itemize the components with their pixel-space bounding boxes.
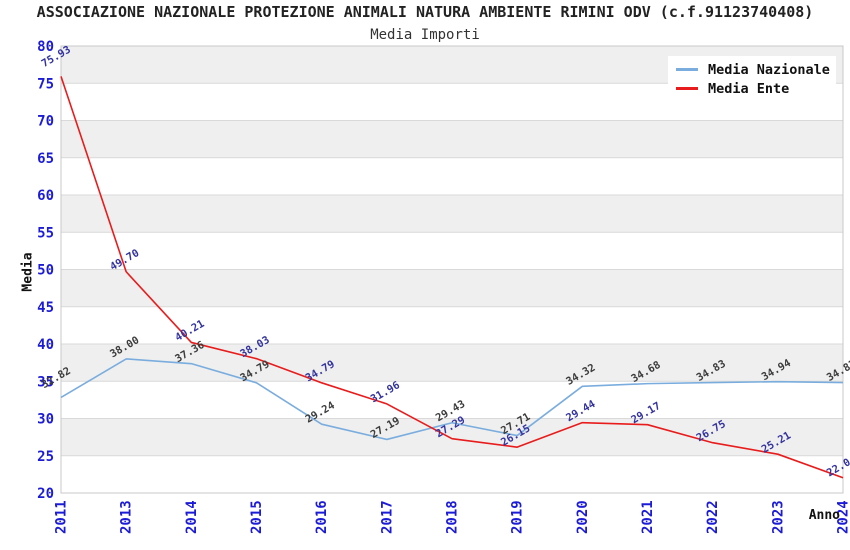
media-nazionale-line-swatch-icon xyxy=(676,68,698,71)
plot-border xyxy=(60,45,844,494)
series-line-media-nazionale xyxy=(60,358,844,441)
x-tick-label: 2024 xyxy=(836,500,850,534)
chart-title: ASSOCIAZIONE NAZIONALE PROTEZIONE ANIMAL… xyxy=(36,3,814,21)
y-tick-label: 55 xyxy=(37,225,54,241)
grid-band xyxy=(61,120,843,158)
y-tick-label: 45 xyxy=(37,300,54,316)
y-tick-label: 70 xyxy=(37,114,54,130)
x-tick-label: 2021 xyxy=(640,500,656,534)
x-tick-label: 2015 xyxy=(249,500,265,534)
y-tick-label: 25 xyxy=(37,449,54,465)
y-tick-label: 20 xyxy=(37,486,54,502)
x-tick-label: 2017 xyxy=(379,500,395,534)
legend: Media Nazionale Media Ente xyxy=(668,56,836,100)
y-tick-label: 60 xyxy=(37,188,54,204)
x-tick-label: 2011 xyxy=(54,500,70,534)
x-tick-label: 2016 xyxy=(314,500,330,534)
y-tick-label: 30 xyxy=(37,412,54,428)
x-tick-label: 2019 xyxy=(510,500,526,534)
y-tick-label: 65 xyxy=(37,151,54,167)
x-tick-label: 2014 xyxy=(184,500,200,534)
grid-band xyxy=(61,195,843,233)
x-tick-label: 2018 xyxy=(445,500,461,534)
legend-item-media-nazionale: Media Nazionale xyxy=(676,60,836,79)
y-tick-label: 50 xyxy=(37,263,54,279)
y-tick-label: 75 xyxy=(37,76,54,92)
series-line-media-ente xyxy=(60,76,844,479)
y-tick-label: 35 xyxy=(37,374,54,390)
value-label: 31.96 xyxy=(369,379,402,405)
grid-band xyxy=(61,344,843,382)
grid-band xyxy=(61,418,843,456)
x-axis-title: Anno xyxy=(808,508,840,523)
value-label: 22.04 xyxy=(825,453,850,479)
x-tick-label: 2020 xyxy=(575,500,591,534)
legend-item-media-ente: Media Ente xyxy=(676,79,836,98)
value-label: 32.82 xyxy=(40,365,73,391)
legend-label: Media Nazionale xyxy=(708,61,830,78)
y-tick-label: 80 xyxy=(37,39,54,55)
legend-label: Media Ente xyxy=(708,80,790,97)
x-tick-label: 2023 xyxy=(770,500,786,534)
x-tick-label: 2022 xyxy=(705,500,721,534)
y-tick-label: 40 xyxy=(37,337,54,353)
grid-band xyxy=(61,269,843,307)
x-tick-label: 2013 xyxy=(119,500,135,534)
media-ente-line-swatch-icon xyxy=(676,87,698,90)
chart-subtitle: Media Importi xyxy=(370,27,480,43)
